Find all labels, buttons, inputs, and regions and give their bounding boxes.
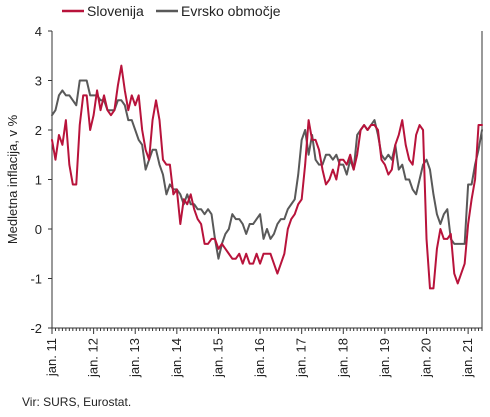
source-note: Vir: SURS, Eurostat. — [22, 395, 132, 409]
y-tick-label: 4 — [35, 24, 42, 39]
legend-label: Evrsko območje — [181, 3, 281, 19]
tick-labels: -2 -1 0 1 2 3 4 jan. 11 jan. 12 jan. 13 jan. 14 jan… — [30, 24, 475, 378]
x-tick-label: jan. 12 — [86, 338, 101, 378]
x-tick-label: jan. 15 — [210, 338, 225, 378]
y-tick-label: 0 — [35, 222, 42, 237]
axes — [48, 30, 483, 334]
legend-label: Slovenija — [87, 3, 144, 19]
series-line-slovenija — [51, 64, 483, 290]
y-tick-label: -1 — [30, 272, 42, 287]
y-axis-title: Medletna inflacija, v % — [5, 114, 20, 244]
x-tick-label: jan. 18 — [335, 338, 350, 378]
x-tick-label: jan. 14 — [169, 338, 184, 378]
x-tick-label: jan. 19 — [377, 338, 392, 378]
y-axis-title-group: Medletna inflacija, v % — [5, 114, 20, 244]
series-lines — [51, 64, 483, 290]
x-tick-label: jan. 21 — [460, 338, 475, 378]
y-tick-label: 1 — [35, 173, 42, 188]
x-tick-label: jan. 13 — [127, 338, 142, 378]
series-line-evrsko-obmo-je — [51, 79, 483, 260]
x-tick-label: jan. 17 — [294, 338, 309, 378]
x-tick-label: jan. 20 — [419, 338, 434, 378]
legend: Slovenija Evrsko območje — [62, 3, 281, 19]
y-tick-label: 3 — [35, 74, 42, 89]
x-tick-label: jan. 11 — [44, 338, 59, 377]
y-tick-label: 2 — [35, 123, 42, 138]
x-tick-label: jan. 16 — [252, 338, 267, 378]
y-tick-label: -2 — [30, 321, 42, 336]
